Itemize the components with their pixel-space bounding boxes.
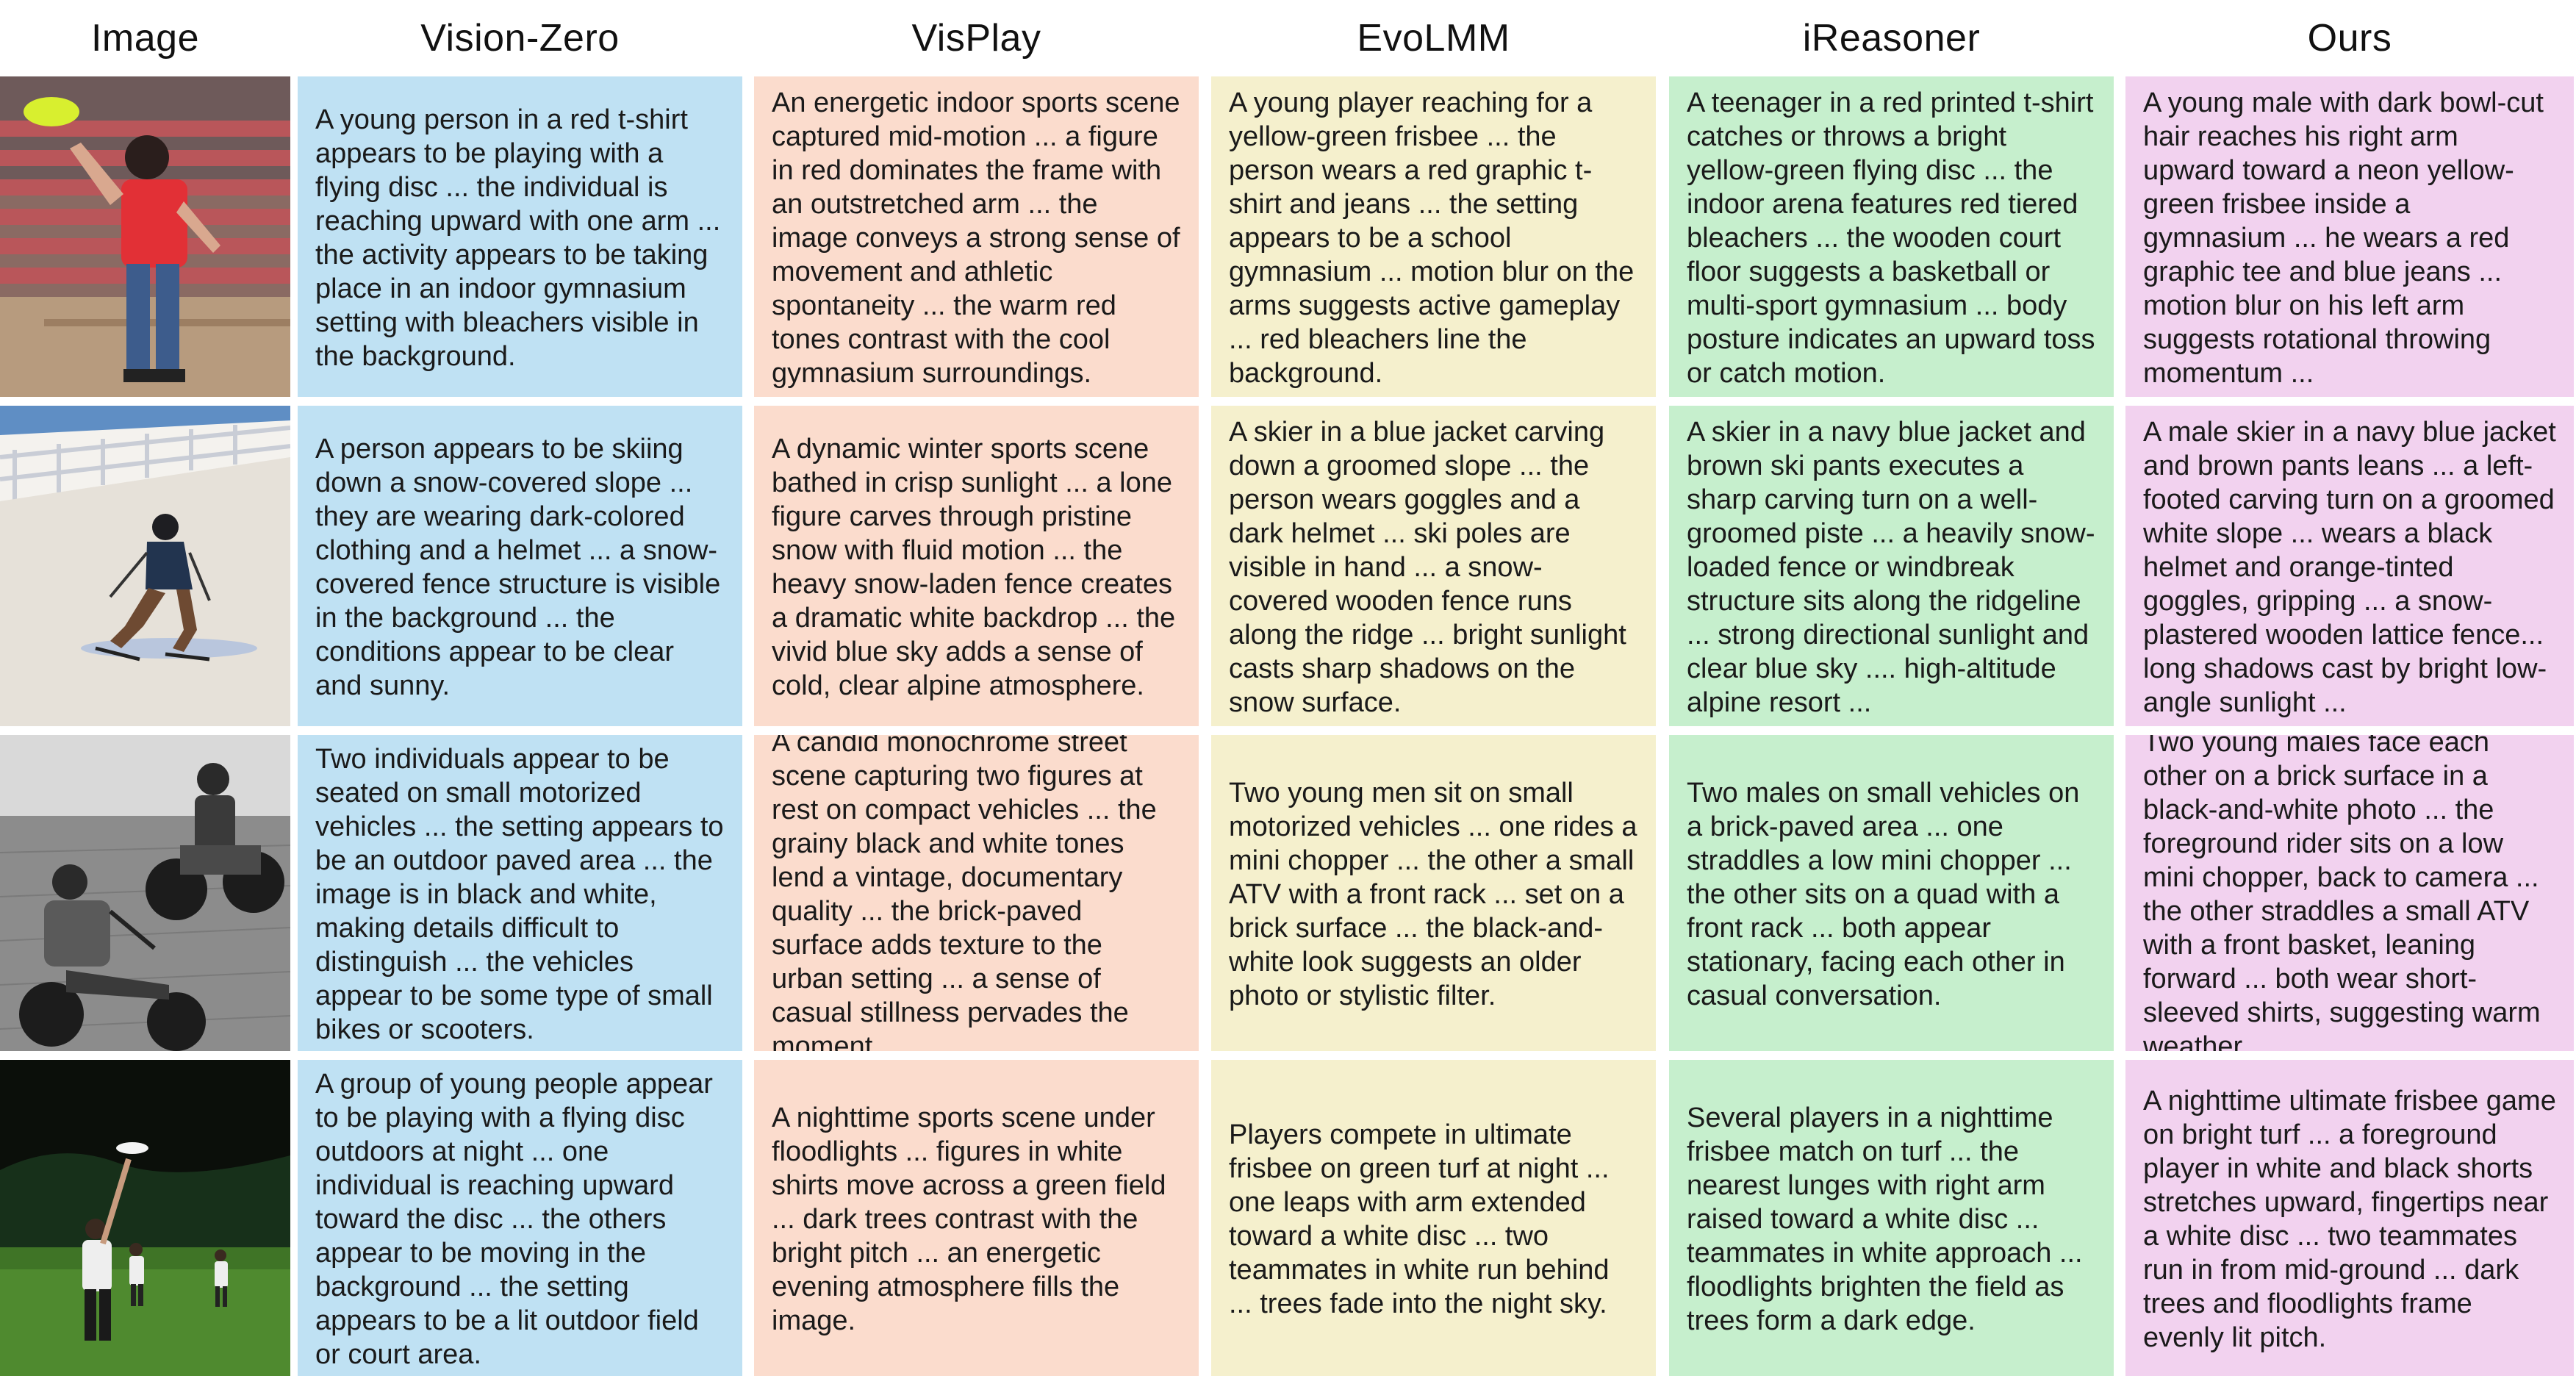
row4-image-night-frisbee (0, 1060, 290, 1376)
night-frisbee-photo-icon (0, 1060, 290, 1376)
row1-vision-zero-caption: A young person in a red t-shirt appears … (298, 76, 742, 397)
row2-evolmm-caption: A skier in a blue jacket carving down a … (1211, 406, 1656, 726)
row2-ours-caption: A male skier in a navy blue jacket and b… (2125, 406, 2574, 726)
row2-vision-zero-caption: A person appears to be skiing down a sno… (298, 406, 742, 726)
row2-visplay-caption: A dynamic winter sports scene bathed in … (754, 406, 1199, 726)
row4-evolmm-caption: Players compete in ultimate frisbee on g… (1211, 1060, 1656, 1376)
header-image: Image (90, 17, 200, 60)
row1-visplay-caption: An energetic indoor sports scene capture… (754, 76, 1199, 397)
row4-visplay-caption: A nighttime sports scene under floodligh… (754, 1060, 1199, 1376)
row1-ours-caption: A young male with dark bowl-cut hair rea… (2125, 76, 2574, 397)
row2-ireasoner-caption: A skier in a navy blue jacket and brown … (1669, 406, 2114, 726)
header-vision-zero: Vision-Zero (420, 17, 620, 60)
header-ours: Ours (2307, 17, 2392, 60)
row3-vision-zero-caption: Two individuals appear to be seated on s… (298, 735, 742, 1051)
header-ireasoner: iReasoner (1802, 17, 1981, 60)
row1-ireasoner-caption: A teenager in a red printed t-shirt catc… (1669, 76, 2114, 397)
row3-ireasoner-caption: Two males on small vehicles on a brick-p… (1669, 735, 2114, 1051)
skier-photo-icon (0, 406, 290, 726)
header-evolmm: EvoLMM (1357, 17, 1510, 60)
frisbee-gym-photo-icon (0, 76, 290, 397)
row4-ireasoner-caption: Several players in a nighttime frisbee m… (1669, 1060, 2114, 1376)
row4-vision-zero-caption: A group of young people appear to be pla… (298, 1060, 742, 1376)
row3-visplay-caption: A candid monochrome street scene capturi… (754, 735, 1199, 1051)
row3-evolmm-caption: Two young men sit on small motorized veh… (1211, 735, 1656, 1051)
row3-image-motorbikes (0, 735, 290, 1051)
row2-image-skier (0, 406, 290, 726)
row1-image-frisbee-gym (0, 76, 290, 397)
row3-ours-caption: Two young males face each other on a bri… (2125, 735, 2574, 1051)
motorbikes-bw-photo-icon (0, 735, 290, 1051)
row1-evolmm-caption: A young player reaching for a yellow-gre… (1211, 76, 1656, 397)
header-visplay: VisPlay (911, 17, 1041, 60)
row4-ours-caption: A nighttime ultimate frisbee game on bri… (2125, 1060, 2574, 1376)
